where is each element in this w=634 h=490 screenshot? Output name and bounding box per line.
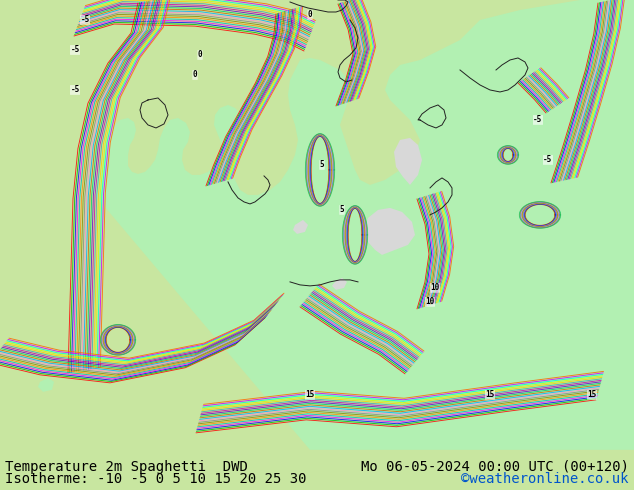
Text: -5: -5 [533,116,543,124]
Text: 0: 0 [198,50,202,59]
Text: 10: 10 [425,297,435,306]
Polygon shape [332,278,347,290]
Text: 5: 5 [320,160,325,170]
Text: 15: 15 [486,391,495,399]
Polygon shape [293,220,308,234]
Text: Temperature 2m Spaghetti  DWD: Temperature 2m Spaghetti DWD [5,460,248,474]
Text: Mo 06-05-2024 00:00 UTC (00+120): Mo 06-05-2024 00:00 UTC (00+120) [361,460,629,474]
Text: 10: 10 [430,283,439,293]
Polygon shape [549,132,568,150]
Text: -5: -5 [81,16,89,24]
Polygon shape [82,350,102,366]
Text: -5: -5 [70,46,80,54]
Text: 0: 0 [307,10,313,20]
Text: 5: 5 [340,205,344,215]
Polygon shape [82,0,634,450]
Polygon shape [364,208,415,255]
Text: -5: -5 [70,85,80,95]
Polygon shape [500,18,585,66]
Text: 0: 0 [193,71,197,79]
Polygon shape [38,378,54,392]
Polygon shape [394,138,422,185]
Text: ©weatheronline.co.uk: ©weatheronline.co.uk [462,472,629,486]
Text: 15: 15 [587,391,597,399]
Text: -5: -5 [543,155,553,165]
Text: 15: 15 [306,391,314,399]
Text: Isotherme: -10 -5 0 5 10 15 20 25 30: Isotherme: -10 -5 0 5 10 15 20 25 30 [5,472,307,486]
